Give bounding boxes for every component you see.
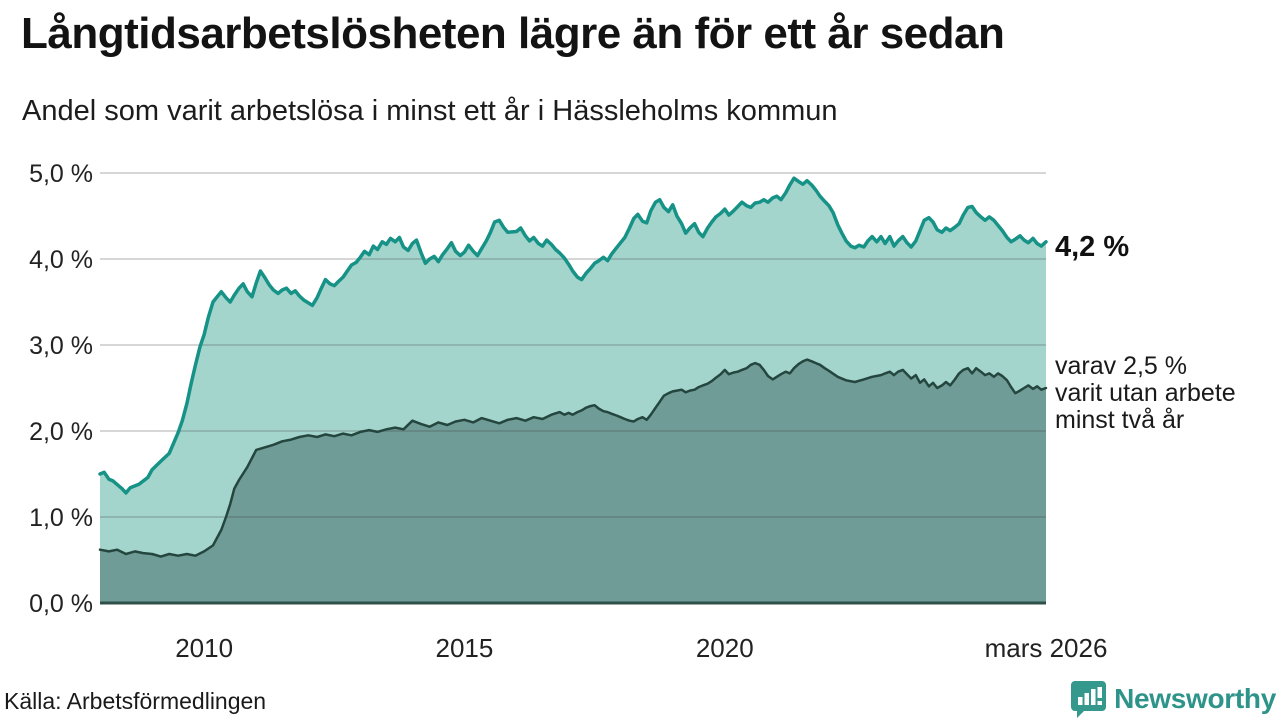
- x-tick-label: mars 2026: [985, 633, 1108, 663]
- page-title: Långtidsarbetslösheten lägre än för ett …: [21, 9, 1005, 58]
- x-tick-label: 2020: [696, 633, 754, 663]
- latest-value-label: 4,2 %: [1055, 231, 1130, 263]
- two-year-note-line: varit utan arbete: [1055, 379, 1236, 407]
- area-fill-two-year: [100, 359, 1046, 603]
- newsworthy-logo[interactable]: Newsworthy: [1070, 680, 1276, 718]
- series-line-two-year: [98, 358, 1048, 558]
- two-year-note: varav 2,5 % varit utan arbete minst två …: [1055, 353, 1236, 434]
- y-tick-label: 0,0 %: [29, 590, 93, 618]
- two-year-note-line: varav 2,5 %: [1055, 352, 1188, 380]
- y-tick-label: 4,0 %: [29, 246, 93, 274]
- newsworthy-wordmark: Newsworthy: [1114, 683, 1276, 714]
- two-year-note-line: minst två år: [1055, 406, 1185, 434]
- x-tick-label: 2015: [436, 633, 494, 663]
- speech-bubble-bar-chart-icon: [1071, 681, 1107, 718]
- chart-subtitle: Andel som varit arbetslösa i minst ett å…: [22, 95, 838, 127]
- y-tick-label: 5,0 %: [29, 160, 93, 188]
- y-tick-label: 1,0 %: [29, 504, 93, 532]
- source-note: Källa: Arbetsförmedlingen: [4, 688, 267, 714]
- y-tick-label: 2,0 %: [29, 418, 93, 446]
- x-tick-label: 2010: [175, 633, 233, 663]
- y-tick-label: 3,0 %: [29, 332, 93, 360]
- series-line-total: [98, 176, 1048, 495]
